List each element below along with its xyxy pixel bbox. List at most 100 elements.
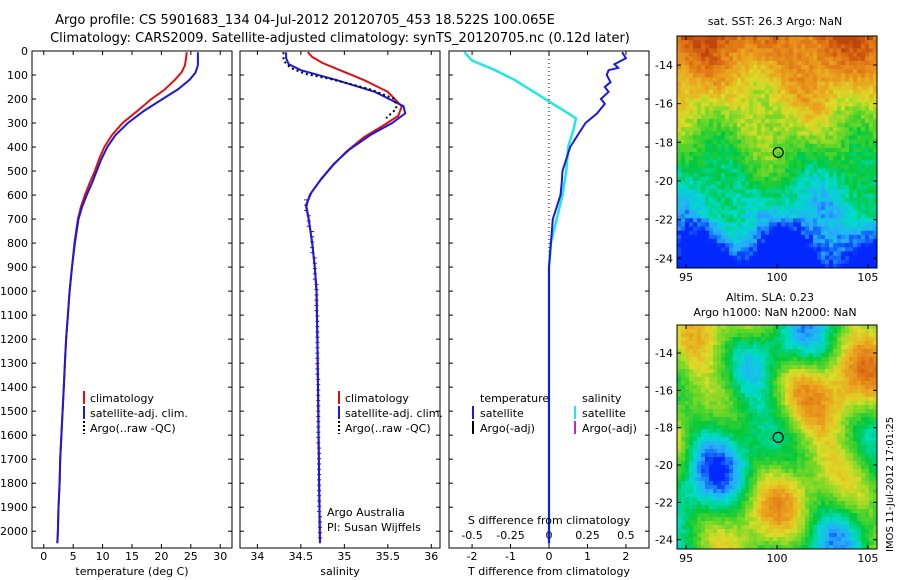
- map-cell: [681, 65, 686, 70]
- map-cell: [845, 118, 850, 124]
- map-cell: [805, 123, 810, 128]
- map-cell: [765, 176, 770, 182]
- map-cell: [853, 210, 858, 215]
- map-cell: [845, 361, 850, 366]
- map-cell: [841, 205, 846, 211]
- map-cell: [693, 377, 698, 382]
- map-cell: [813, 329, 818, 334]
- map-cell: [753, 127, 758, 132]
- map-cell: [869, 189, 874, 194]
- map-cell: [797, 365, 802, 370]
- map-cell: [853, 135, 858, 140]
- map-cell: [841, 218, 846, 223]
- map-cell: [693, 48, 698, 53]
- map-cell: [737, 65, 742, 70]
- map-cell: [825, 143, 830, 149]
- map-cell: [797, 210, 802, 215]
- map-cell: [809, 156, 814, 161]
- map-cell: [829, 341, 834, 346]
- map-cell: [749, 445, 754, 450]
- map-cell: [753, 445, 758, 450]
- map-cell: [789, 401, 794, 406]
- map-cell: [861, 457, 866, 462]
- map-cell: [693, 89, 698, 95]
- map-cell: [785, 349, 790, 354]
- map-cell: [833, 135, 838, 140]
- map-cell: [825, 353, 830, 358]
- map-cell: [745, 397, 750, 402]
- map-cell: [741, 461, 746, 466]
- map-cell: [729, 457, 734, 462]
- map-cell: [849, 110, 854, 116]
- map-cell: [697, 365, 702, 370]
- map-cell: [701, 89, 706, 95]
- map-cell: [817, 60, 822, 66]
- map-cell: [865, 251, 870, 256]
- map-cell: [821, 193, 826, 198]
- map-cell: [865, 239, 870, 244]
- map-cell: [761, 255, 766, 261]
- map-cell: [809, 110, 814, 116]
- map-cell: [801, 114, 806, 120]
- map-cell: [753, 85, 758, 91]
- map-cell: [709, 222, 714, 227]
- map-cell: [761, 168, 766, 174]
- map-cell: [861, 131, 866, 136]
- map-cell: [689, 441, 694, 446]
- map-cell: [869, 381, 874, 386]
- map-cell: [749, 189, 754, 194]
- map-cell: [849, 357, 854, 362]
- map-cell: [757, 445, 762, 450]
- map-cell: [849, 349, 854, 354]
- map-cell: [749, 369, 754, 374]
- map-cell: [845, 222, 850, 227]
- map-cell: [737, 201, 742, 207]
- map-cell: [761, 445, 766, 450]
- map-cell: [869, 48, 874, 53]
- map-cell: [785, 337, 790, 342]
- map-cell: [869, 143, 874, 149]
- map-cell: [693, 441, 698, 446]
- map-cell: [721, 176, 726, 182]
- map-cell: [853, 139, 858, 145]
- map-cell: [809, 469, 814, 474]
- map-cell: [757, 449, 762, 454]
- map-cell: [817, 131, 822, 136]
- map-cell: [693, 56, 698, 62]
- map-cell: [717, 361, 722, 366]
- map-cell: [717, 457, 722, 462]
- map-cell: [821, 457, 826, 462]
- x-tick-label: 15: [125, 550, 139, 563]
- map-cell: [713, 365, 718, 370]
- map-cell: [721, 98, 726, 103]
- map-cell: [793, 445, 798, 450]
- map-cell: [725, 77, 730, 82]
- map-cell: [865, 44, 870, 49]
- map-cell: [829, 441, 834, 446]
- map-cell: [873, 218, 877, 223]
- map-cell: [805, 60, 810, 66]
- map-cell: [821, 353, 826, 358]
- map-cell: [745, 445, 750, 450]
- map-cell: [761, 185, 766, 190]
- map-cell: [713, 123, 718, 128]
- map-cell: [849, 65, 854, 70]
- map-cell: [769, 433, 774, 438]
- map-cell: [733, 106, 738, 111]
- map-cell: [861, 385, 866, 390]
- map-cell: [841, 239, 846, 244]
- map-cell: [857, 247, 862, 252]
- map-cell: [825, 255, 830, 261]
- map-cell: [853, 397, 858, 402]
- map-cell: [845, 110, 850, 116]
- map-cell: [781, 401, 786, 406]
- map-cell: [785, 135, 790, 140]
- map-cell: [833, 214, 838, 219]
- map-cell: [757, 176, 762, 182]
- map-cell: [713, 401, 718, 406]
- map-cell: [749, 417, 754, 422]
- map-cell: [857, 251, 862, 256]
- x-tick-label: 35.5: [376, 550, 401, 563]
- map-cell: [865, 345, 870, 350]
- map-cell: [825, 127, 830, 132]
